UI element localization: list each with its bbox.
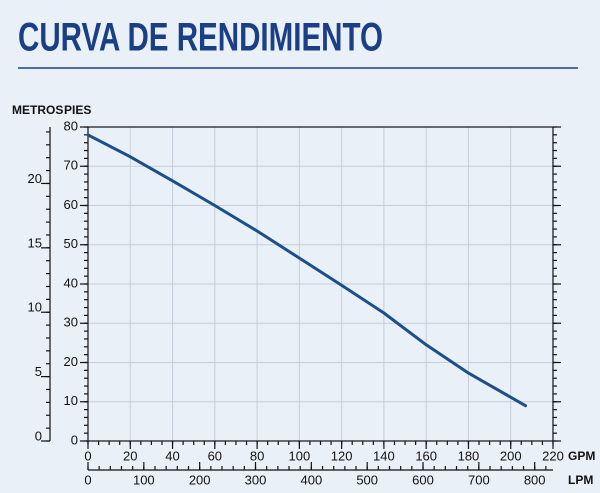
x2-tick-label: 500 (356, 472, 378, 487)
y-tick-label: 50 (64, 236, 78, 251)
x-axis-label: GPM (568, 449, 595, 463)
y-tick-label: 70 (64, 158, 78, 173)
y-tick-label: 60 (64, 197, 78, 212)
curve (86, 133, 527, 408)
x2-axis-label: LPM (568, 473, 593, 487)
y2-tick-label: 0 (35, 428, 42, 443)
x2-tick-label: 400 (300, 472, 322, 487)
x-tick-label: 180 (458, 448, 480, 463)
y-tick-label: 0 (71, 432, 78, 447)
x-tick-label: 80 (250, 448, 264, 463)
x-tick-label: 120 (331, 448, 353, 463)
y-tick-label: 40 (64, 275, 78, 290)
x-tick-label: 20 (123, 448, 137, 463)
x2-tick-label: 100 (133, 472, 155, 487)
x2-tick-label: 800 (524, 472, 546, 487)
x-tick-label: 140 (373, 448, 395, 463)
y-tick-label: 20 (64, 354, 78, 369)
y-axis-label: PIES (64, 103, 91, 117)
x-tick-label: 220 (542, 448, 564, 463)
y-tick-label: 30 (64, 315, 78, 330)
x2-tick-label: 0 (84, 472, 91, 487)
x-tick-label: 200 (500, 448, 522, 463)
x-tick-label: 100 (289, 448, 311, 463)
y2-tick-label: 20 (28, 171, 42, 186)
y2-tick-label: 15 (28, 235, 42, 250)
x-tick-label: 40 (165, 448, 179, 463)
y2-tick-label: 10 (28, 300, 42, 315)
x2-tick-label: 300 (245, 472, 267, 487)
x2-tick-label: 700 (468, 472, 490, 487)
y2-tick-label: 5 (35, 364, 42, 379)
y-tick-label: 10 (64, 393, 78, 408)
y-tick-label: 80 (64, 118, 78, 133)
x-tick-label: 0 (84, 448, 91, 463)
x2-tick-label: 600 (412, 472, 434, 487)
x2-tick-label: 200 (189, 472, 211, 487)
x-tick-label: 160 (415, 448, 437, 463)
y2-axis-label: METROS (12, 103, 63, 117)
chart-title: CURVA DE RENDIMIENTO (18, 16, 383, 60)
x-tick-label: 60 (208, 448, 222, 463)
